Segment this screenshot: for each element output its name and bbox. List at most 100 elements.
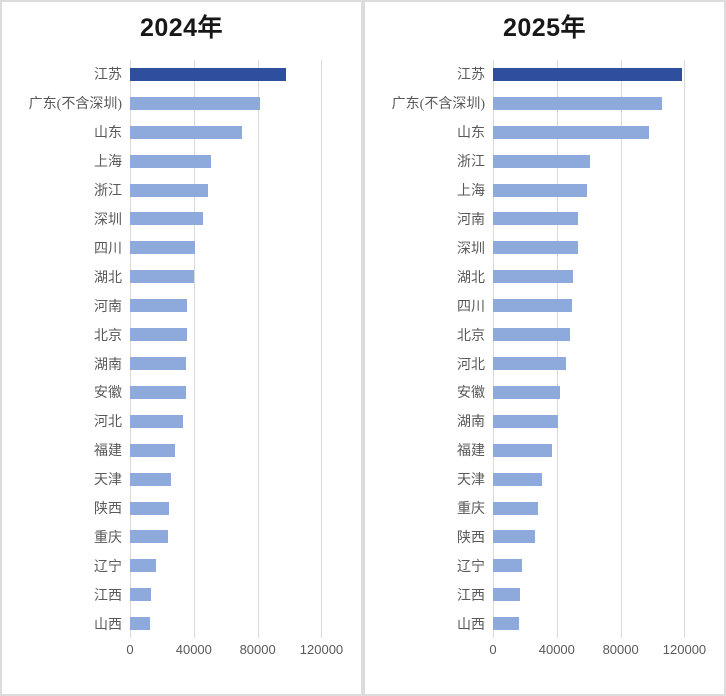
category-label: 江西 — [457, 588, 485, 604]
bar-row: 北京 — [365, 320, 724, 349]
bar-track — [493, 443, 710, 457]
gridline — [620, 60, 622, 638]
bar — [130, 241, 196, 255]
bar-row: 河北 — [2, 407, 361, 436]
category-label: 山东 — [457, 126, 485, 142]
bar-track — [130, 212, 347, 226]
bar-track — [493, 212, 710, 226]
bar-row: 山东 — [2, 118, 361, 147]
bar — [130, 357, 186, 371]
tick-label: 40000 — [538, 642, 575, 657]
tick-label: 40000 — [175, 642, 212, 657]
tick-label: 0 — [126, 642, 134, 657]
category-label: 上海 — [94, 155, 122, 171]
bar-track — [493, 530, 710, 544]
bar-track — [493, 472, 710, 486]
bar-track — [130, 357, 347, 371]
bar-track — [493, 385, 710, 399]
bar-row: 湖北 — [365, 262, 724, 291]
bar — [130, 617, 150, 631]
bar-track — [493, 270, 710, 284]
category-label: 陕西 — [457, 530, 485, 546]
bar — [130, 443, 176, 457]
category-label: 福建 — [457, 444, 485, 460]
bar-row: 四川 — [2, 233, 361, 262]
bar — [493, 270, 573, 284]
tick-label: 120000 — [662, 642, 707, 657]
bar — [493, 530, 536, 544]
bar-row: 广东(不含深圳) — [365, 89, 724, 118]
category-label: 湖北 — [94, 270, 122, 286]
category-label: 河南 — [94, 299, 122, 315]
bar-track — [493, 357, 710, 371]
category-label: 陕西 — [94, 502, 122, 518]
bar — [130, 530, 169, 544]
bar — [493, 472, 542, 486]
bar-track — [493, 183, 710, 197]
gridlines — [493, 60, 710, 638]
bar-row: 深圳 — [2, 205, 361, 234]
bar-row: 湖南 — [365, 407, 724, 436]
category-label: 北京 — [457, 328, 485, 344]
bar-track — [130, 154, 347, 168]
bar-track — [493, 96, 710, 110]
bar-row: 江苏 — [365, 60, 724, 89]
bar — [493, 241, 578, 255]
bar-row: 天津 — [365, 465, 724, 494]
bar — [493, 212, 579, 226]
tick-label: 80000 — [602, 642, 639, 657]
bar-track — [130, 559, 347, 573]
bar-row: 陕西 — [2, 494, 361, 523]
chart-panel-2024: 2024年 江苏 广东(不含深圳) 山东 上海 浙江 深圳 四川 湖北 河南 北京 湖南 安徽 河北 福建… — [0, 0, 363, 696]
bar-row: 广东(不含深圳) — [2, 89, 361, 118]
bar-row: 河北 — [365, 349, 724, 378]
category-label: 江苏 — [94, 68, 122, 84]
bar — [130, 472, 172, 486]
category-label: 山西 — [94, 617, 122, 633]
bar — [130, 414, 184, 428]
bar-row: 上海 — [2, 147, 361, 176]
bar — [493, 154, 590, 168]
category-label: 深圳 — [457, 241, 485, 257]
category-label: 上海 — [457, 184, 485, 200]
category-label: 湖北 — [457, 270, 485, 286]
bar-row: 安徽 — [365, 378, 724, 407]
bar — [493, 414, 558, 428]
bar-row: 辽宁 — [2, 551, 361, 580]
category-label: 天津 — [94, 473, 122, 489]
category-label: 北京 — [94, 328, 122, 344]
bar-row: 湖南 — [2, 349, 361, 378]
category-label: 福建 — [94, 444, 122, 460]
category-label: 安徽 — [457, 386, 485, 402]
category-label: 天津 — [457, 473, 485, 489]
bar — [493, 96, 663, 110]
bar-row: 上海 — [365, 176, 724, 205]
bar-row: 辽宁 — [365, 551, 724, 580]
bar-track — [130, 530, 347, 544]
category-label: 安徽 — [94, 386, 122, 402]
bar-row: 浙江 — [365, 147, 724, 176]
bar-track — [493, 414, 710, 428]
category-label: 辽宁 — [457, 559, 485, 575]
bar-row: 湖北 — [2, 262, 361, 291]
bar — [130, 559, 156, 573]
bar-track — [493, 559, 710, 573]
bar-row: 福建 — [365, 436, 724, 465]
bar-track — [130, 588, 347, 602]
category-label: 河南 — [457, 212, 485, 228]
bar-track — [130, 328, 347, 342]
bar-track — [493, 67, 710, 81]
tick-label: 120000 — [299, 642, 344, 657]
bar — [130, 154, 211, 168]
bar — [493, 357, 566, 371]
axis-ticks: 0 40000 80000 120000 — [126, 642, 347, 664]
category-label: 河北 — [457, 357, 485, 373]
bar — [493, 125, 649, 139]
bar — [130, 328, 188, 342]
bar-row: 安徽 — [2, 378, 361, 407]
bar-row: 江西 — [2, 580, 361, 609]
bar-track — [130, 299, 347, 313]
bar — [130, 125, 242, 139]
category-label: 重庆 — [457, 502, 485, 518]
